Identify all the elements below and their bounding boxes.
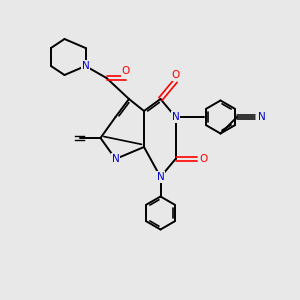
Text: N: N bbox=[172, 112, 179, 122]
Text: O: O bbox=[122, 66, 130, 76]
Text: N: N bbox=[157, 172, 164, 182]
Text: O: O bbox=[199, 154, 207, 164]
Text: N: N bbox=[258, 112, 266, 122]
Text: N: N bbox=[112, 154, 119, 164]
Text: O: O bbox=[171, 70, 180, 80]
Text: N: N bbox=[82, 61, 89, 71]
